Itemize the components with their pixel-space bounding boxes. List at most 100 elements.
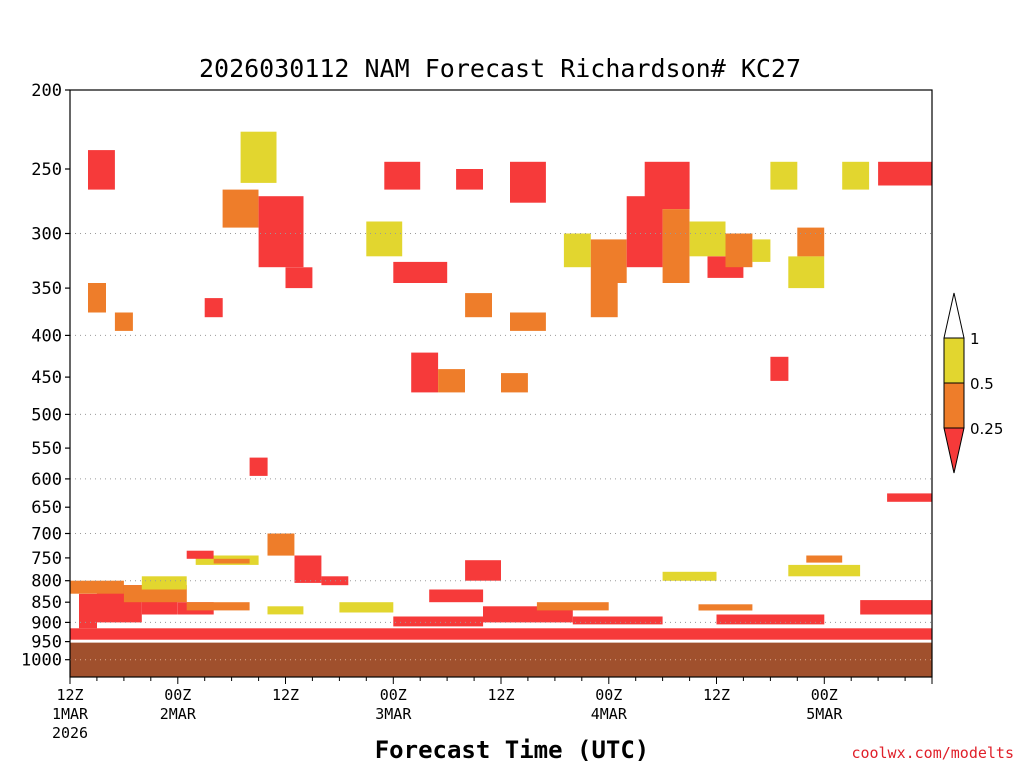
below-ground-area [70,640,932,677]
chart-title: 2026030112 NAM Forecast Richardson# KC27 [199,54,801,83]
x-tick-date: 5MAR [806,705,843,723]
legend-arrow-bottom [943,427,965,474]
ri-patch [393,261,448,283]
ri-patch [258,196,304,268]
ri-patch [662,571,717,581]
y-tick-label: 900 [31,613,62,633]
y-tick-label: 750 [31,549,62,569]
ri-patch [716,614,825,625]
ri-patch [572,616,663,625]
ri-patch [70,628,932,640]
colorbar-legend: 1 0.5 0.25 [943,292,1003,474]
ri-patch [465,293,492,318]
ri-patch [384,161,421,190]
ri-patch [249,457,268,476]
ri-patch [204,298,223,318]
ri-patch [456,169,483,190]
y-tick-label: 800 [31,572,62,592]
y-tick-label: 950 [31,633,62,653]
x-axis-label: Forecast Time (UTC) [375,736,650,764]
ri-patch [887,493,932,502]
ri-patch [70,580,124,594]
ri-patch [725,233,753,268]
ri-patch [186,550,214,559]
ri-patch [842,161,870,190]
ri-patch [267,606,304,615]
ri-patch [339,602,394,613]
x-tick-time: 12Z [272,686,299,704]
ri-patch [752,239,771,262]
ri-patch [590,239,627,283]
y-tick-label: 250 [31,160,62,180]
y-tick-label: 700 [31,525,62,545]
y-tick-label: 1000 [21,651,62,671]
ri-patch [88,150,115,190]
ri-patch [797,227,825,257]
ri-patch [644,161,690,210]
y-tick-label: 850 [31,593,62,613]
credit-link[interactable]: coolwx.com/modelts [851,744,1014,762]
y-tick-label: 650 [31,498,62,518]
x-tick-date: 2MAR [160,705,197,723]
ri-patch [438,369,465,393]
ri-patch [321,576,349,586]
ri-patch [788,564,861,577]
legend-label: 0.25 [970,420,1003,438]
ri-patch [88,283,106,313]
ri-patch [213,558,250,564]
ri-patch [294,555,322,583]
legend-label: 1 [970,330,980,348]
ri-patch [590,283,618,318]
x-tick-date: 1MAR [52,705,89,723]
ri-patch [222,189,259,228]
x-tick-date: 4MAR [591,705,628,723]
ri-patch [536,602,609,611]
ri-patch [429,589,484,603]
ri-patch [806,555,843,563]
ri-patch [878,161,932,186]
y-axis-ticks: 200 250 300 350 400 450 500 550 600 650 700 750 8008… [21,81,70,671]
x-tick-time: 00Z [164,686,191,704]
legend-label: 0.5 [970,375,994,393]
ri-patch [79,593,97,629]
y-tick-label: 300 [31,225,62,245]
ri-patch [860,600,932,615]
ri-patch [510,161,546,203]
ri-patch [285,267,313,289]
legend-swatch [943,337,965,384]
ri-patch [788,256,825,289]
x-tick-time: 12Z [487,686,514,704]
ri-patch [240,131,277,183]
ri-patch [662,209,690,283]
ri-patch [114,312,133,331]
y-tick-label: 200 [31,81,62,101]
ri-patch [393,616,484,627]
x-tick-time: 12Z [703,686,730,704]
x-tick-date: 3MAR [375,705,412,723]
x-tick-time: 00Z [811,686,838,704]
x-tick-year: 2026 [52,724,88,742]
legend-swatch [943,382,965,429]
ri-patch [267,533,295,556]
x-tick-time: 12Z [56,686,83,704]
y-tick-label: 600 [31,470,62,490]
ri-patch [186,602,250,611]
y-tick-label: 550 [31,439,62,459]
richardson-patches [70,131,932,640]
y-tick-label: 500 [31,405,62,425]
ri-patch [770,161,798,190]
ri-patch [366,221,403,257]
y-tick-label: 400 [31,326,62,346]
ri-patch [411,352,439,393]
x-tick-time: 00Z [380,686,407,704]
ri-patch [689,221,726,257]
ground-fill [70,641,932,677]
ri-patch [510,312,546,331]
ri-patch [465,560,501,581]
ri-patch [501,373,528,393]
x-tick-time: 00Z [595,686,622,704]
ri-patch [698,604,753,611]
y-tick-label: 350 [31,279,62,299]
